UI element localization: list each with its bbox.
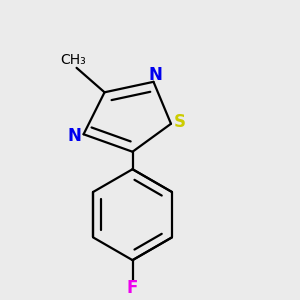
Text: N: N [148,66,162,84]
Text: CH₃: CH₃ [60,53,86,67]
Text: F: F [127,279,138,297]
Text: N: N [68,127,82,145]
Text: S: S [174,113,186,131]
